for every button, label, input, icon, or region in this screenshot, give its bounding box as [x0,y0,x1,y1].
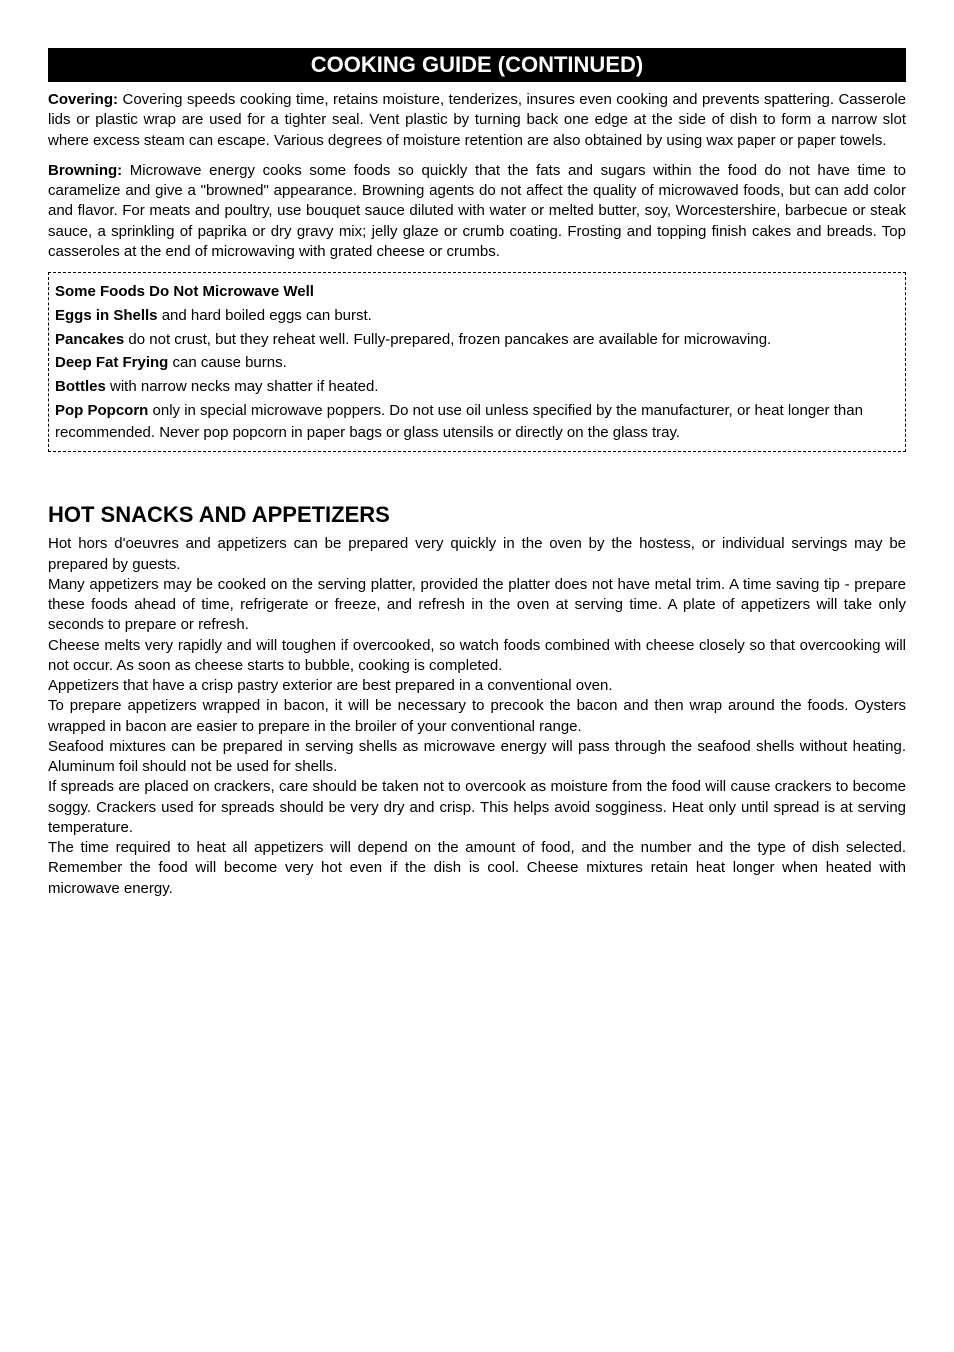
box-item-text: with narrow necks may shatter if heated. [106,378,379,395]
box-item-text: and hard boiled eggs can burst. [158,307,372,324]
title-bar: COOKING GUIDE (CONTINUED) [48,48,906,82]
section-heading: HOT SNACKS AND APPETIZERS [48,502,906,528]
box-heading: Some Foods Do Not Microwave Well [55,281,899,303]
box-item-bold: Bottles [55,378,106,395]
section-body: Hot hors d'oeuvres and appetizers can be… [48,534,906,899]
covering-text: Covering speeds cooking time, retains mo… [48,91,906,149]
paragraph-browning: Browning: Microwave energy cooks some fo… [48,161,906,262]
box-item: Pancakes do not crust, but they reheat w… [55,329,899,351]
warning-box: Some Foods Do Not Microwave Well Eggs in… [48,272,906,452]
box-item-bold: Pop Popcorn [55,402,148,419]
covering-bold: Covering: [48,91,118,108]
box-item: Deep Fat Frying can cause burns. [55,352,899,374]
box-item: Bottles with narrow necks may shatter if… [55,376,899,398]
browning-text: Microwave energy cooks some foods so qui… [48,162,906,260]
box-heading-text: Some Foods Do Not Microwave Well [55,283,314,300]
box-item: Eggs in Shells and hard boiled eggs can … [55,305,899,327]
box-item-bold: Eggs in Shells [55,307,158,324]
box-item-text: can cause burns. [168,354,286,371]
box-item-bold: Deep Fat Frying [55,354,168,371]
box-item-text: only in special microwave poppers. Do no… [55,402,863,441]
box-item: Pop Popcorn only in special microwave po… [55,400,899,444]
browning-bold: Browning: [48,162,122,179]
box-item-text: do not crust, but they reheat well. Full… [124,331,771,348]
box-item-bold: Pancakes [55,331,124,348]
paragraph-covering: Covering: Covering speeds cooking time, … [48,90,906,151]
